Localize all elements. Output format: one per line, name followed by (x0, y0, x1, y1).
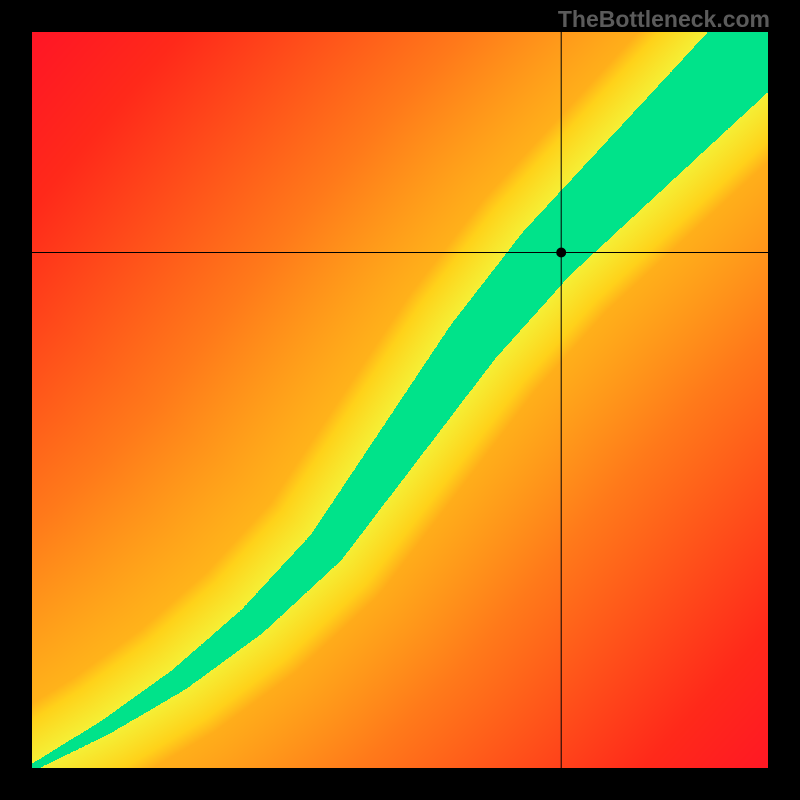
bottleneck-heatmap (32, 32, 768, 768)
watermark-text: TheBottleneck.com (558, 6, 770, 33)
chart-frame: TheBottleneck.com (0, 0, 800, 800)
